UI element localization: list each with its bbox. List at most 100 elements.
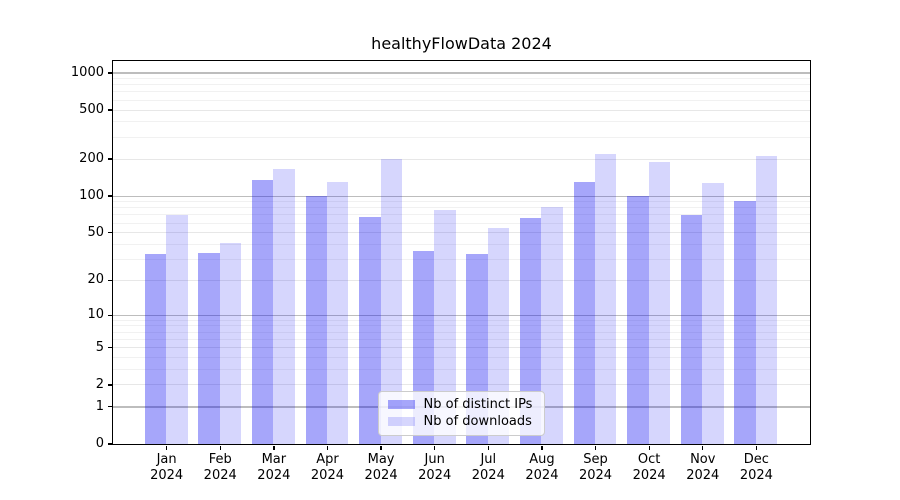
y-tick-mark-0: [108, 443, 113, 445]
gridline-10: [112, 314, 810, 317]
gridline-100: [112, 195, 810, 198]
gridline-600: [112, 99, 810, 101]
bar-distinct-ips-sep: [573, 181, 596, 444]
gridline-7: [112, 331, 810, 333]
gridline-3: [112, 369, 810, 371]
legend-item-downloads: Nb of downloads: [387, 413, 535, 430]
x-tick-mark-oct: [648, 445, 650, 450]
gridline-50: [112, 232, 810, 234]
x-tick-label-dec: Dec 2024: [724, 452, 788, 483]
x-tick-mark-dec: [755, 445, 758, 450]
chart-title: healthyFlowData 2024: [371, 34, 552, 53]
y-tick-label-2: 2: [95, 376, 104, 392]
bar-downloads-aug: [541, 207, 563, 444]
x-tick-label-oct: Oct 2024: [617, 452, 681, 483]
x-tick-month: Feb: [208, 452, 232, 467]
y-tick-label-500: 500: [79, 102, 104, 118]
x-tick-year: 2024: [150, 467, 184, 483]
gridline-60: [112, 222, 810, 224]
x-tick-month: Apr: [316, 452, 339, 467]
x-tick-year: 2024: [418, 467, 452, 483]
gridline-30: [112, 259, 810, 261]
x-tick-label-feb: Feb 2024: [188, 452, 252, 483]
gridline-6: [112, 338, 810, 340]
bar-distinct-ips-mar: [251, 179, 274, 444]
y-tick-label-1000: 1000: [70, 64, 104, 80]
x-tick-year: 2024: [525, 467, 559, 483]
gridline-9: [112, 319, 810, 321]
x-tick-label-jun: Jun 2024: [403, 452, 467, 483]
bar-downloads-feb: [219, 242, 242, 444]
plot-inner: Nb of distinct IPs Nb of downloads: [112, 61, 810, 444]
x-tick-year: 2024: [257, 467, 291, 483]
legend: Nb of distinct IPs Nb of downloads: [377, 390, 545, 436]
y-tick-mark-10: [108, 314, 113, 316]
gridline-5: [112, 347, 810, 349]
bar-downloads-mar: [273, 168, 295, 444]
legend-item-distinct-ips: Nb of distinct IPs: [387, 396, 535, 413]
x-tick-month: Jan: [156, 452, 177, 467]
x-tick-label-jul: Jul 2024: [456, 452, 520, 483]
gridline-4: [112, 357, 810, 359]
y-tick-label-200: 200: [79, 151, 104, 167]
x-tick-month: Oct: [637, 452, 661, 467]
y-tick-mark-200: [108, 158, 113, 160]
legend-label-downloads: Nb of downloads: [423, 414, 532, 430]
gridline-40: [112, 243, 810, 245]
x-tick-month: Jun: [424, 452, 445, 467]
x-tick-mark-sep: [594, 445, 597, 450]
bar-downloads-dec: [755, 156, 778, 444]
bar-distinct-ips-aug: [519, 217, 542, 444]
y-tick-mark-100: [108, 195, 113, 197]
y-tick-mark-500: [108, 109, 113, 111]
x-tick-mark-jul: [487, 445, 489, 450]
bar-downloads-may: [380, 158, 402, 444]
y-tick-label-100: 100: [79, 188, 104, 204]
bar-downloads-nov: [702, 183, 724, 444]
x-tick-year: 2024: [310, 467, 344, 483]
bar-downloads-jun: [434, 210, 456, 444]
plot-area: Nb of distinct IPs Nb of downloads: [111, 59, 811, 445]
gridline-200: [112, 158, 810, 160]
x-tick-label-mar: Mar 2024: [242, 452, 306, 483]
bar-distinct-ips-may: [359, 216, 381, 444]
x-tick-month: Mar: [261, 452, 287, 467]
bar-distinct-ips-jan: [144, 254, 167, 444]
x-tick-month: Jul: [480, 452, 497, 467]
gridline-800: [112, 84, 810, 86]
x-tick-mark-mar: [273, 445, 275, 450]
gridline-90: [112, 201, 810, 203]
bar-downloads-apr: [326, 182, 349, 444]
x-tick-label-may: May 2024: [349, 452, 413, 483]
bar-distinct-ips-nov: [680, 215, 703, 444]
y-tick-label-20: 20: [87, 272, 104, 288]
bar-downloads-oct: [648, 162, 671, 444]
x-tick-month: Nov: [690, 452, 716, 467]
y-tick-label-1: 1: [95, 398, 104, 414]
y-tick-label-50: 50: [87, 224, 104, 240]
y-tick-mark-20: [108, 279, 113, 282]
x-tick-mark-may: [380, 445, 382, 450]
bar-downloads-jan: [166, 215, 188, 444]
y-tick-label-10: 10: [87, 307, 104, 323]
x-tick-year: 2024: [364, 467, 398, 483]
x-tick-month: Dec: [743, 452, 769, 467]
gridline-500: [112, 109, 810, 111]
y-tick-mark-1000: [108, 72, 113, 74]
gridline-70: [112, 214, 810, 216]
x-tick-month: May: [367, 452, 395, 467]
x-tick-mark-nov: [702, 445, 704, 450]
gridline-900: [112, 78, 810, 79]
y-tick-mark-5: [108, 347, 113, 349]
bar-downloads-jul: [487, 228, 510, 444]
x-tick-label-apr: Apr 2024: [295, 452, 359, 483]
x-tick-year: 2024: [578, 467, 613, 483]
x-tick-year: 2024: [203, 467, 237, 483]
legend-swatch-distinct-ips: [387, 399, 415, 410]
y-tick-mark-1: [108, 406, 113, 408]
x-tick-label-jan: Jan 2024: [135, 452, 199, 483]
y-tick-mark-2: [108, 384, 113, 386]
x-tick-mark-jun: [434, 445, 436, 450]
bar-distinct-ips-dec: [734, 200, 756, 444]
x-tick-year: 2024: [632, 467, 666, 483]
